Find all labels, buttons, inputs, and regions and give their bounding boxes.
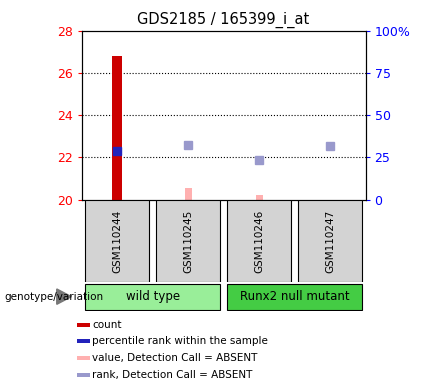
Text: genotype/variation: genotype/variation	[4, 291, 104, 302]
Text: GSM110244: GSM110244	[112, 209, 122, 273]
Title: GDS2185 / 165399_i_at: GDS2185 / 165399_i_at	[138, 12, 310, 28]
Bar	[184, 188, 192, 200]
FancyBboxPatch shape	[227, 284, 362, 310]
Text: GSM110246: GSM110246	[254, 209, 264, 273]
Text: GSM110247: GSM110247	[325, 209, 335, 273]
FancyBboxPatch shape	[227, 200, 291, 282]
Bar	[77, 373, 90, 377]
Text: Runx2 null mutant: Runx2 null mutant	[240, 290, 349, 303]
Bar	[77, 323, 90, 327]
Text: wild type: wild type	[126, 290, 180, 303]
FancyBboxPatch shape	[85, 284, 220, 310]
Text: percentile rank within the sample: percentile rank within the sample	[92, 336, 268, 346]
Bar	[77, 356, 90, 360]
Text: GSM110245: GSM110245	[183, 209, 193, 273]
Text: rank, Detection Call = ABSENT: rank, Detection Call = ABSENT	[92, 370, 252, 380]
FancyBboxPatch shape	[156, 200, 220, 282]
Bar	[77, 339, 90, 343]
Bar	[112, 56, 122, 200]
Polygon shape	[57, 289, 71, 304]
FancyBboxPatch shape	[298, 200, 362, 282]
Text: count: count	[92, 319, 122, 330]
FancyBboxPatch shape	[85, 200, 149, 282]
Text: value, Detection Call = ABSENT: value, Detection Call = ABSENT	[92, 353, 258, 363]
Bar	[255, 195, 263, 200]
